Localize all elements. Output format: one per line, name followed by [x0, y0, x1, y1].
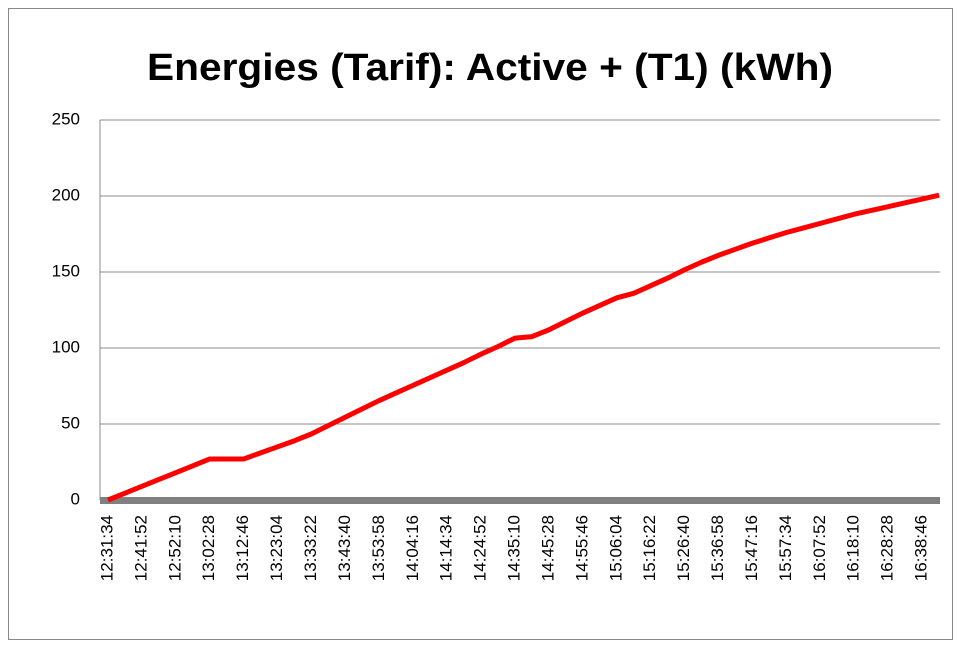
x-tick-label: 15:36:58	[708, 515, 727, 581]
x-tick-label: 14:55:46	[572, 515, 591, 581]
x-tick-label: 16:18:10	[844, 515, 863, 581]
x-tick-label: 14:04:16	[403, 515, 422, 581]
y-tick-label: 50	[61, 413, 80, 432]
x-tick-label: 14:14:34	[437, 515, 456, 581]
x-tick-label: 13:23:04	[267, 515, 286, 581]
x-tick-label: 13:53:58	[369, 515, 388, 581]
x-tick-label: 13:43:40	[335, 515, 354, 581]
x-tick-label: 15:06:04	[606, 515, 625, 581]
x-tick-label: 15:16:22	[640, 515, 659, 581]
y-tick-label: 100	[52, 337, 80, 356]
y-tick-label: 150	[52, 261, 80, 280]
data-line	[107, 192, 940, 503]
x-tick-label: 14:24:52	[471, 515, 490, 581]
chart-border	[8, 8, 953, 640]
x-tick-label: 14:45:28	[538, 515, 557, 581]
x-tick-label: 13:12:46	[233, 515, 252, 581]
chart-title: Energies (Tarif): Active + (T1) (kWh)	[147, 47, 833, 89]
plot-area: 0 50 100 150 200 250 12:31:34 12:41:52 12:52:10 1…	[52, 109, 940, 581]
x-tick-label: 15:47:16	[742, 515, 761, 581]
x-tick-label: 16:28:28	[878, 515, 897, 581]
y-tick-label: 200	[52, 185, 80, 204]
x-tick-label: 15:57:34	[776, 515, 795, 581]
x-tick-label: 12:41:52	[131, 515, 150, 581]
x-tick-label: 16:38:46	[912, 515, 931, 581]
x-tick-label: 14:35:10	[505, 515, 524, 581]
x-tick-label: 12:31:34	[97, 515, 116, 581]
x-tick-label: 15:26:40	[674, 515, 693, 581]
y-tick-label: 250	[52, 109, 80, 128]
y-tick-label: 0	[71, 489, 80, 508]
x-tick-label: 13:02:28	[199, 515, 218, 581]
x-tick-label: 13:33:22	[301, 515, 320, 581]
x-axis-line	[100, 497, 940, 504]
x-tick-label: 12:52:10	[165, 515, 184, 581]
x-tick-label: 16:07:52	[810, 515, 829, 581]
